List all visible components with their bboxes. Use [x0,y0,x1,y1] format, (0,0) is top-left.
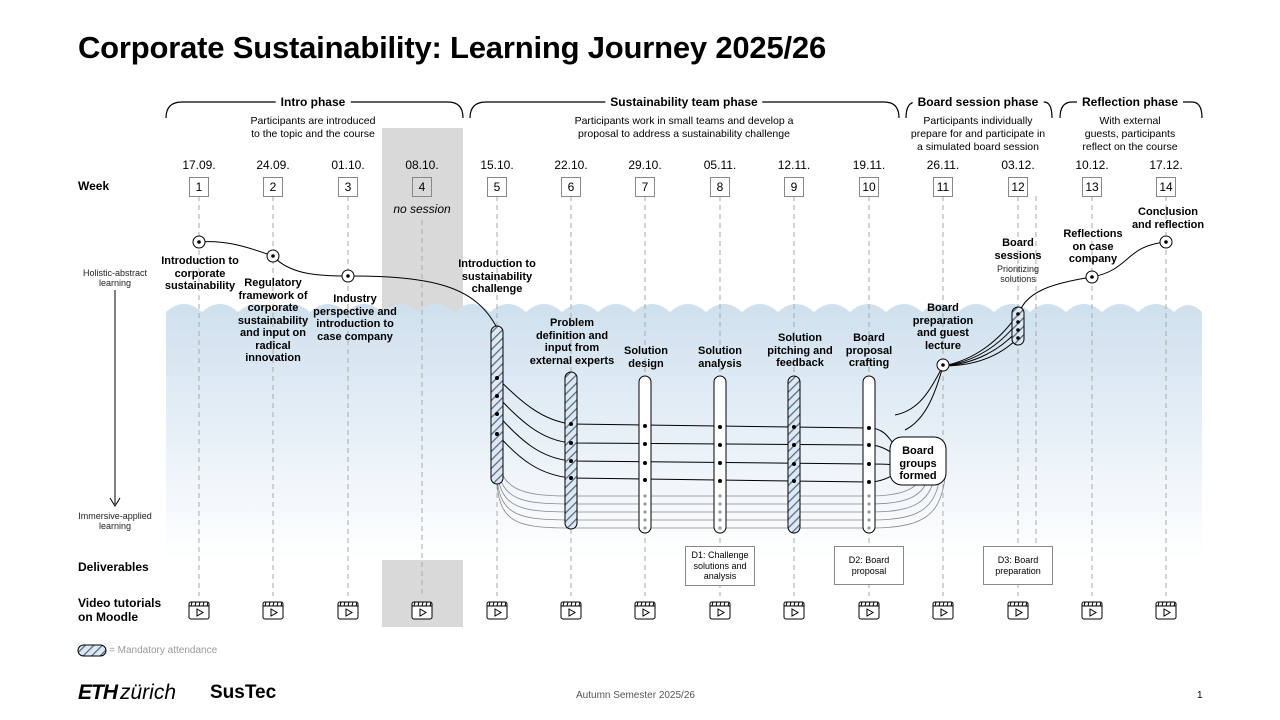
video-icon[interactable] [560,598,582,620]
phase-board-desc: Participants individually prepare for an… [910,115,1046,153]
row-label-immersive: Immersive-applied learning [78,511,152,531]
date-4: 08.10. [405,158,439,172]
week-box-5: 5 [487,177,507,197]
activity-week14: Conclusion and reflection [1131,206,1205,231]
mandatory-bar-week6 [564,371,578,530]
mandatory-bar-week9 [787,375,801,534]
board-groups-label: Board groups formed [899,445,937,482]
video-icon[interactable] [1155,598,1177,620]
deliverable-d2: D2: Board proposal [834,546,904,585]
row-label-deliverables: Deliverables [78,560,149,574]
row-label-week: Week [78,179,110,193]
date-6: 22.10. [554,158,588,172]
date-13: 10.12. [1075,158,1109,172]
activity-week6: Problem definition and input from extern… [529,317,615,367]
date-11: 26.11. [926,158,960,172]
no-session-label: no session [393,202,451,216]
page-number: 1 [1197,690,1203,701]
week-box-6: 6 [561,177,581,197]
date-3: 01.10. [331,158,365,172]
mandatory-bar-week5 [490,325,504,485]
deliverable-d1: D1: Challenge solutions and analysis [685,546,755,586]
date-1: 17.09. [182,158,216,172]
prioritizing-label: Prioritizing solutions [996,264,1039,284]
activity-week11: Board preparation and guest lecture [912,302,974,352]
row-label-holistic: Holistic-abstract learning [82,268,147,288]
bar-week7 [638,375,652,534]
video-icon[interactable] [262,598,284,620]
video-icon[interactable] [709,598,731,620]
mandatory-bar-week12 [1011,306,1025,346]
deliverable-d3: D3: Board preparation [983,546,1053,585]
week-box-3: 3 [338,177,358,197]
week-box-2: 2 [263,177,283,197]
date-7: 29.10. [628,158,662,172]
activity-week2: Regulatory framework of corporate sustai… [237,277,309,364]
legend-label: = Mandatory attendance [109,645,218,656]
video-icon[interactable] [411,598,433,620]
phase-intro-desc: Participants are introduced to the topic… [250,115,376,140]
activity-week5: Introduction to sustainability challenge [458,258,536,295]
activity-week7: Solution design [624,345,668,370]
semester-label: Autumn Semester 2025/26 [576,690,695,701]
board-groups-box [889,436,947,486]
week-box-4: 4 [412,177,432,197]
activity-week1: Introduction to corporate sustainability [161,255,239,292]
activity-week12: Board sessions [994,237,1042,262]
row-label-video: Video tutorials on Moodle [78,596,162,624]
week-box-12: 12 [1008,177,1028,197]
phase-reflection-label: Reflection phase [1076,95,1184,109]
legend-hatch [77,644,107,657]
milestone-centers [197,240,1168,367]
bar-week10 [862,375,876,534]
week-box-14: 14 [1156,177,1176,197]
phase-intro-label: Intro phase [275,95,351,109]
eth-logo-bold: ETH [78,681,118,704]
week-box-10: 10 [859,177,879,197]
week-box-9: 9 [784,177,804,197]
phase-team-label: Sustainability team phase [605,95,763,109]
video-icon[interactable] [634,598,656,620]
phase-board-label: Board session phase [912,95,1044,109]
phase-reflection-desc: With external guests, participants refle… [1082,115,1178,153]
sustec-logo: SusTec [210,682,277,703]
week-box-11: 11 [933,177,953,197]
date-5: 15.10. [480,158,514,172]
team-dots-grey [643,494,871,530]
video-icon[interactable] [188,598,210,620]
date-8: 05.11. [703,158,737,172]
eth-logo: ETH zürich [78,681,176,705]
bar-week8 [713,375,727,534]
video-icon[interactable] [858,598,880,620]
video-icon[interactable] [932,598,954,620]
phase-team-desc: Participants work in small teams and dev… [574,115,794,140]
date-14: 17.12. [1149,158,1183,172]
journey-path [198,241,498,329]
date-12: 03.12. [1001,158,1035,172]
activity-week3: Industry perspective and introduction to… [313,293,397,343]
week-box-7: 7 [635,177,655,197]
date-9: 12.11. [777,158,811,172]
date-2: 24.09. [256,158,290,172]
activity-week10: Board proposal crafting [845,332,893,369]
video-icon[interactable] [1081,598,1103,620]
week-box-8: 8 [710,177,730,197]
activity-week8: Solution analysis [698,345,742,370]
video-icon[interactable] [783,598,805,620]
activity-week9: Solution pitching and feedback [767,332,833,369]
video-icon[interactable] [486,598,508,620]
week-box-1: 1 [189,177,209,197]
video-icon[interactable] [337,598,359,620]
video-icon[interactable] [1007,598,1029,620]
eth-logo-rest: zürich [120,681,177,704]
team-dots [495,312,1020,484]
activity-week13: Reflections on case company [1063,228,1123,265]
week-box-13: 13 [1082,177,1102,197]
page-title: Corporate Sustainability: Learning Journ… [78,30,827,65]
date-10: 19.11. [852,158,886,172]
